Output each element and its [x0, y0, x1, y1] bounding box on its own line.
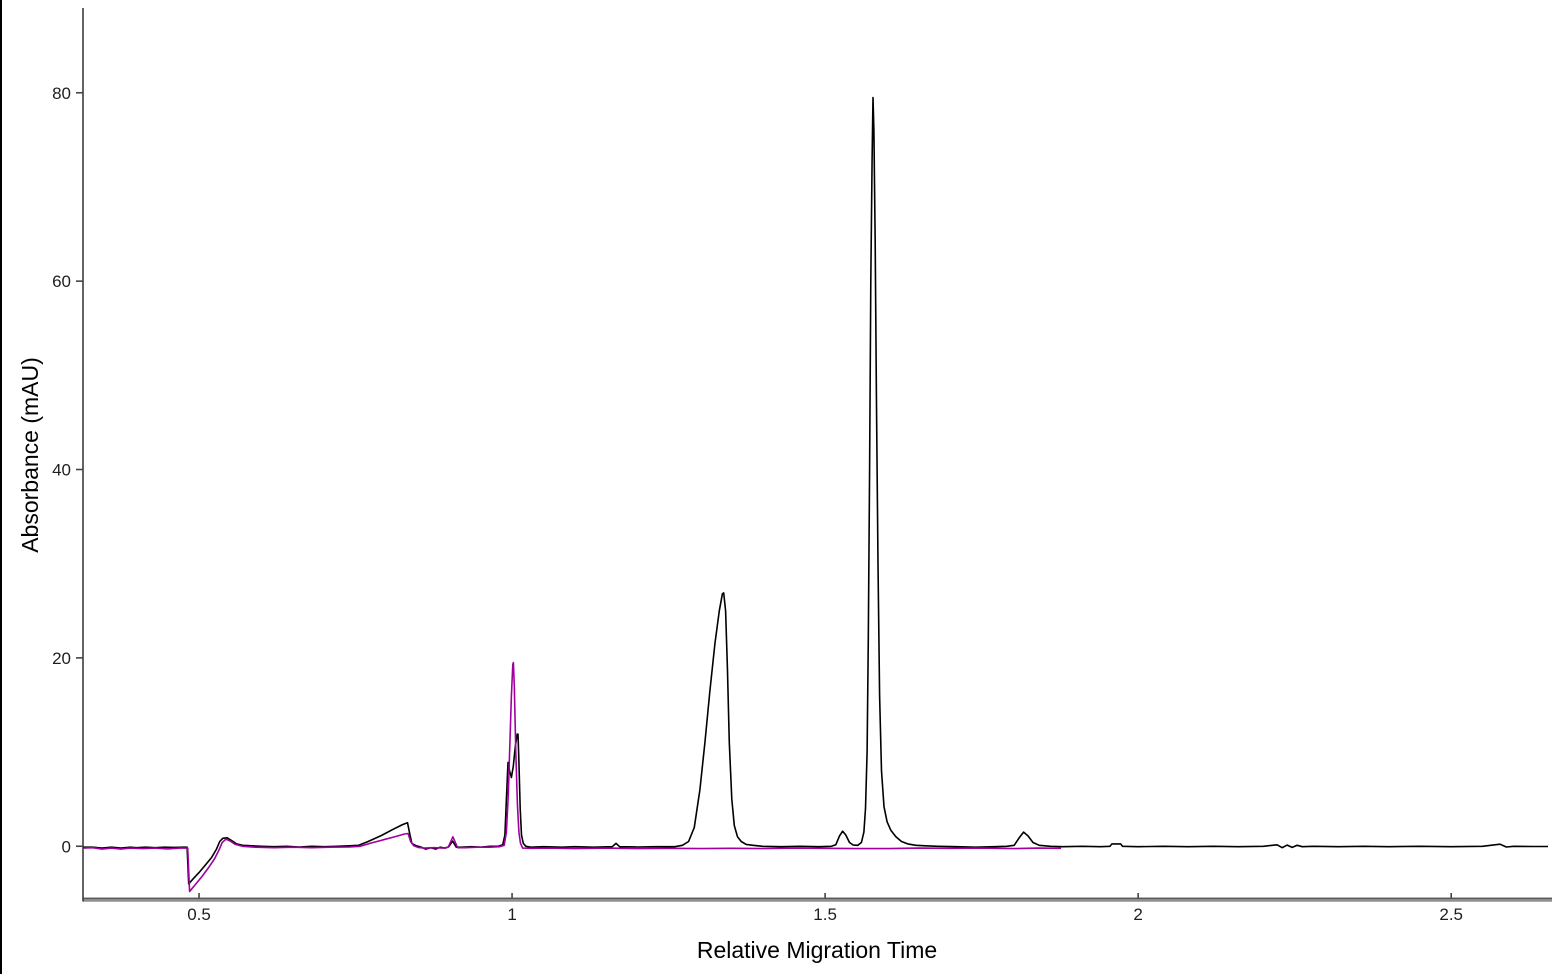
- sample-trace-black: [83, 96, 1548, 885]
- reference-trace-magenta: [83, 661, 1062, 893]
- y-tick-label: 0: [62, 837, 71, 856]
- x-axis-title: Relative Migration Time: [697, 937, 937, 963]
- screenshot-left-border: [0, 0, 2, 974]
- x-tick-label: 1: [507, 905, 516, 924]
- y-tick-label: 80: [52, 84, 71, 103]
- x-tick-label: 2: [1133, 905, 1142, 924]
- y-tick-label: 20: [52, 649, 71, 668]
- y-tick-label: 40: [52, 461, 71, 480]
- plot-layer: 0.5 1 1.5 2 2.5 0 20 40 60 80: [52, 8, 1552, 924]
- y-axis-title: Absorbance (mAU): [17, 357, 43, 553]
- x-tick-label: 0.5: [187, 905, 211, 924]
- y-tick-label: 60: [52, 272, 71, 291]
- x-tick-label: 2.5: [1439, 905, 1463, 924]
- x-tick-label: 1.5: [813, 905, 837, 924]
